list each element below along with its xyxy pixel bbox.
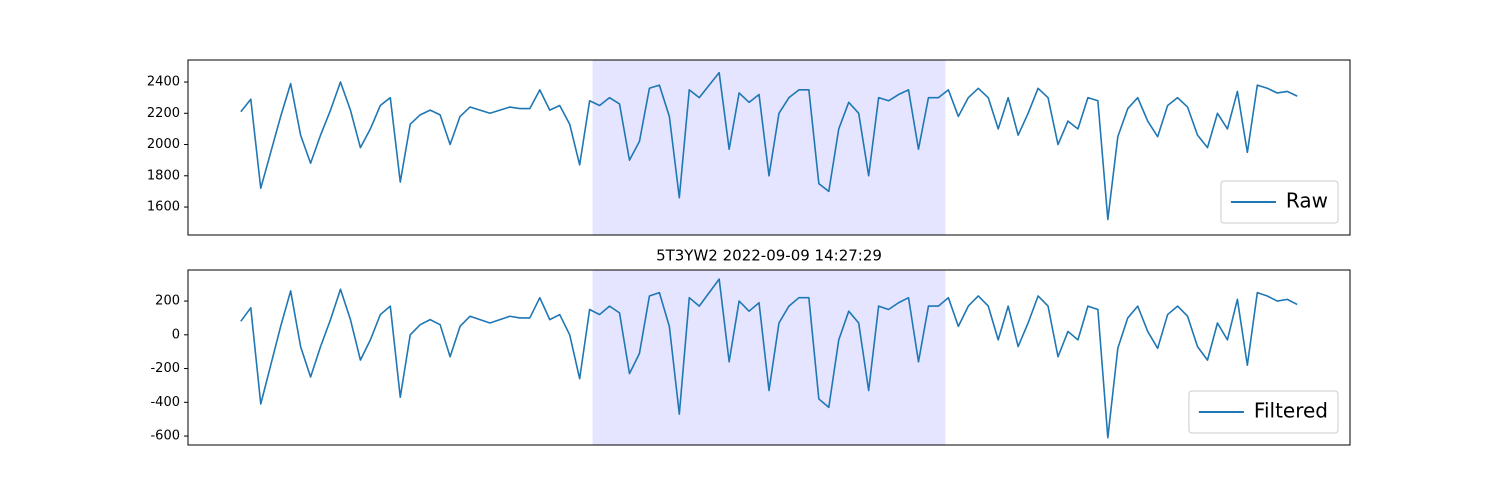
y-tick-label: 0 [172, 327, 180, 342]
legend: Filtered [1188, 390, 1339, 434]
legend-frame [1220, 180, 1339, 224]
subplot-title: 5T3YW2 2022-09-09 14:27:29 [656, 247, 882, 265]
data-line [240, 278, 1298, 439]
y-tick-label: -200 [150, 361, 180, 376]
data-line [240, 71, 1298, 221]
y-tick-label: -600 [150, 429, 180, 444]
highlight-span [592, 270, 946, 445]
y-tick-label: -400 [150, 395, 180, 410]
axes-frame [187, 269, 1351, 446]
legend-label: Filtered [1254, 399, 1328, 423]
highlight-span [592, 60, 946, 235]
y-tick-label: 2200 [147, 106, 180, 121]
y-tick-label: 1800 [147, 168, 180, 183]
y-tick-label: 200 [155, 294, 180, 309]
y-tick-label: 2400 [147, 75, 180, 90]
legend-frame [1188, 390, 1339, 434]
axes-frame [187, 59, 1351, 236]
legend-label: Raw [1286, 189, 1328, 213]
y-tick-label: 1600 [147, 200, 180, 215]
y-tick-label: 2000 [147, 137, 180, 152]
legend: Raw [1220, 180, 1339, 224]
